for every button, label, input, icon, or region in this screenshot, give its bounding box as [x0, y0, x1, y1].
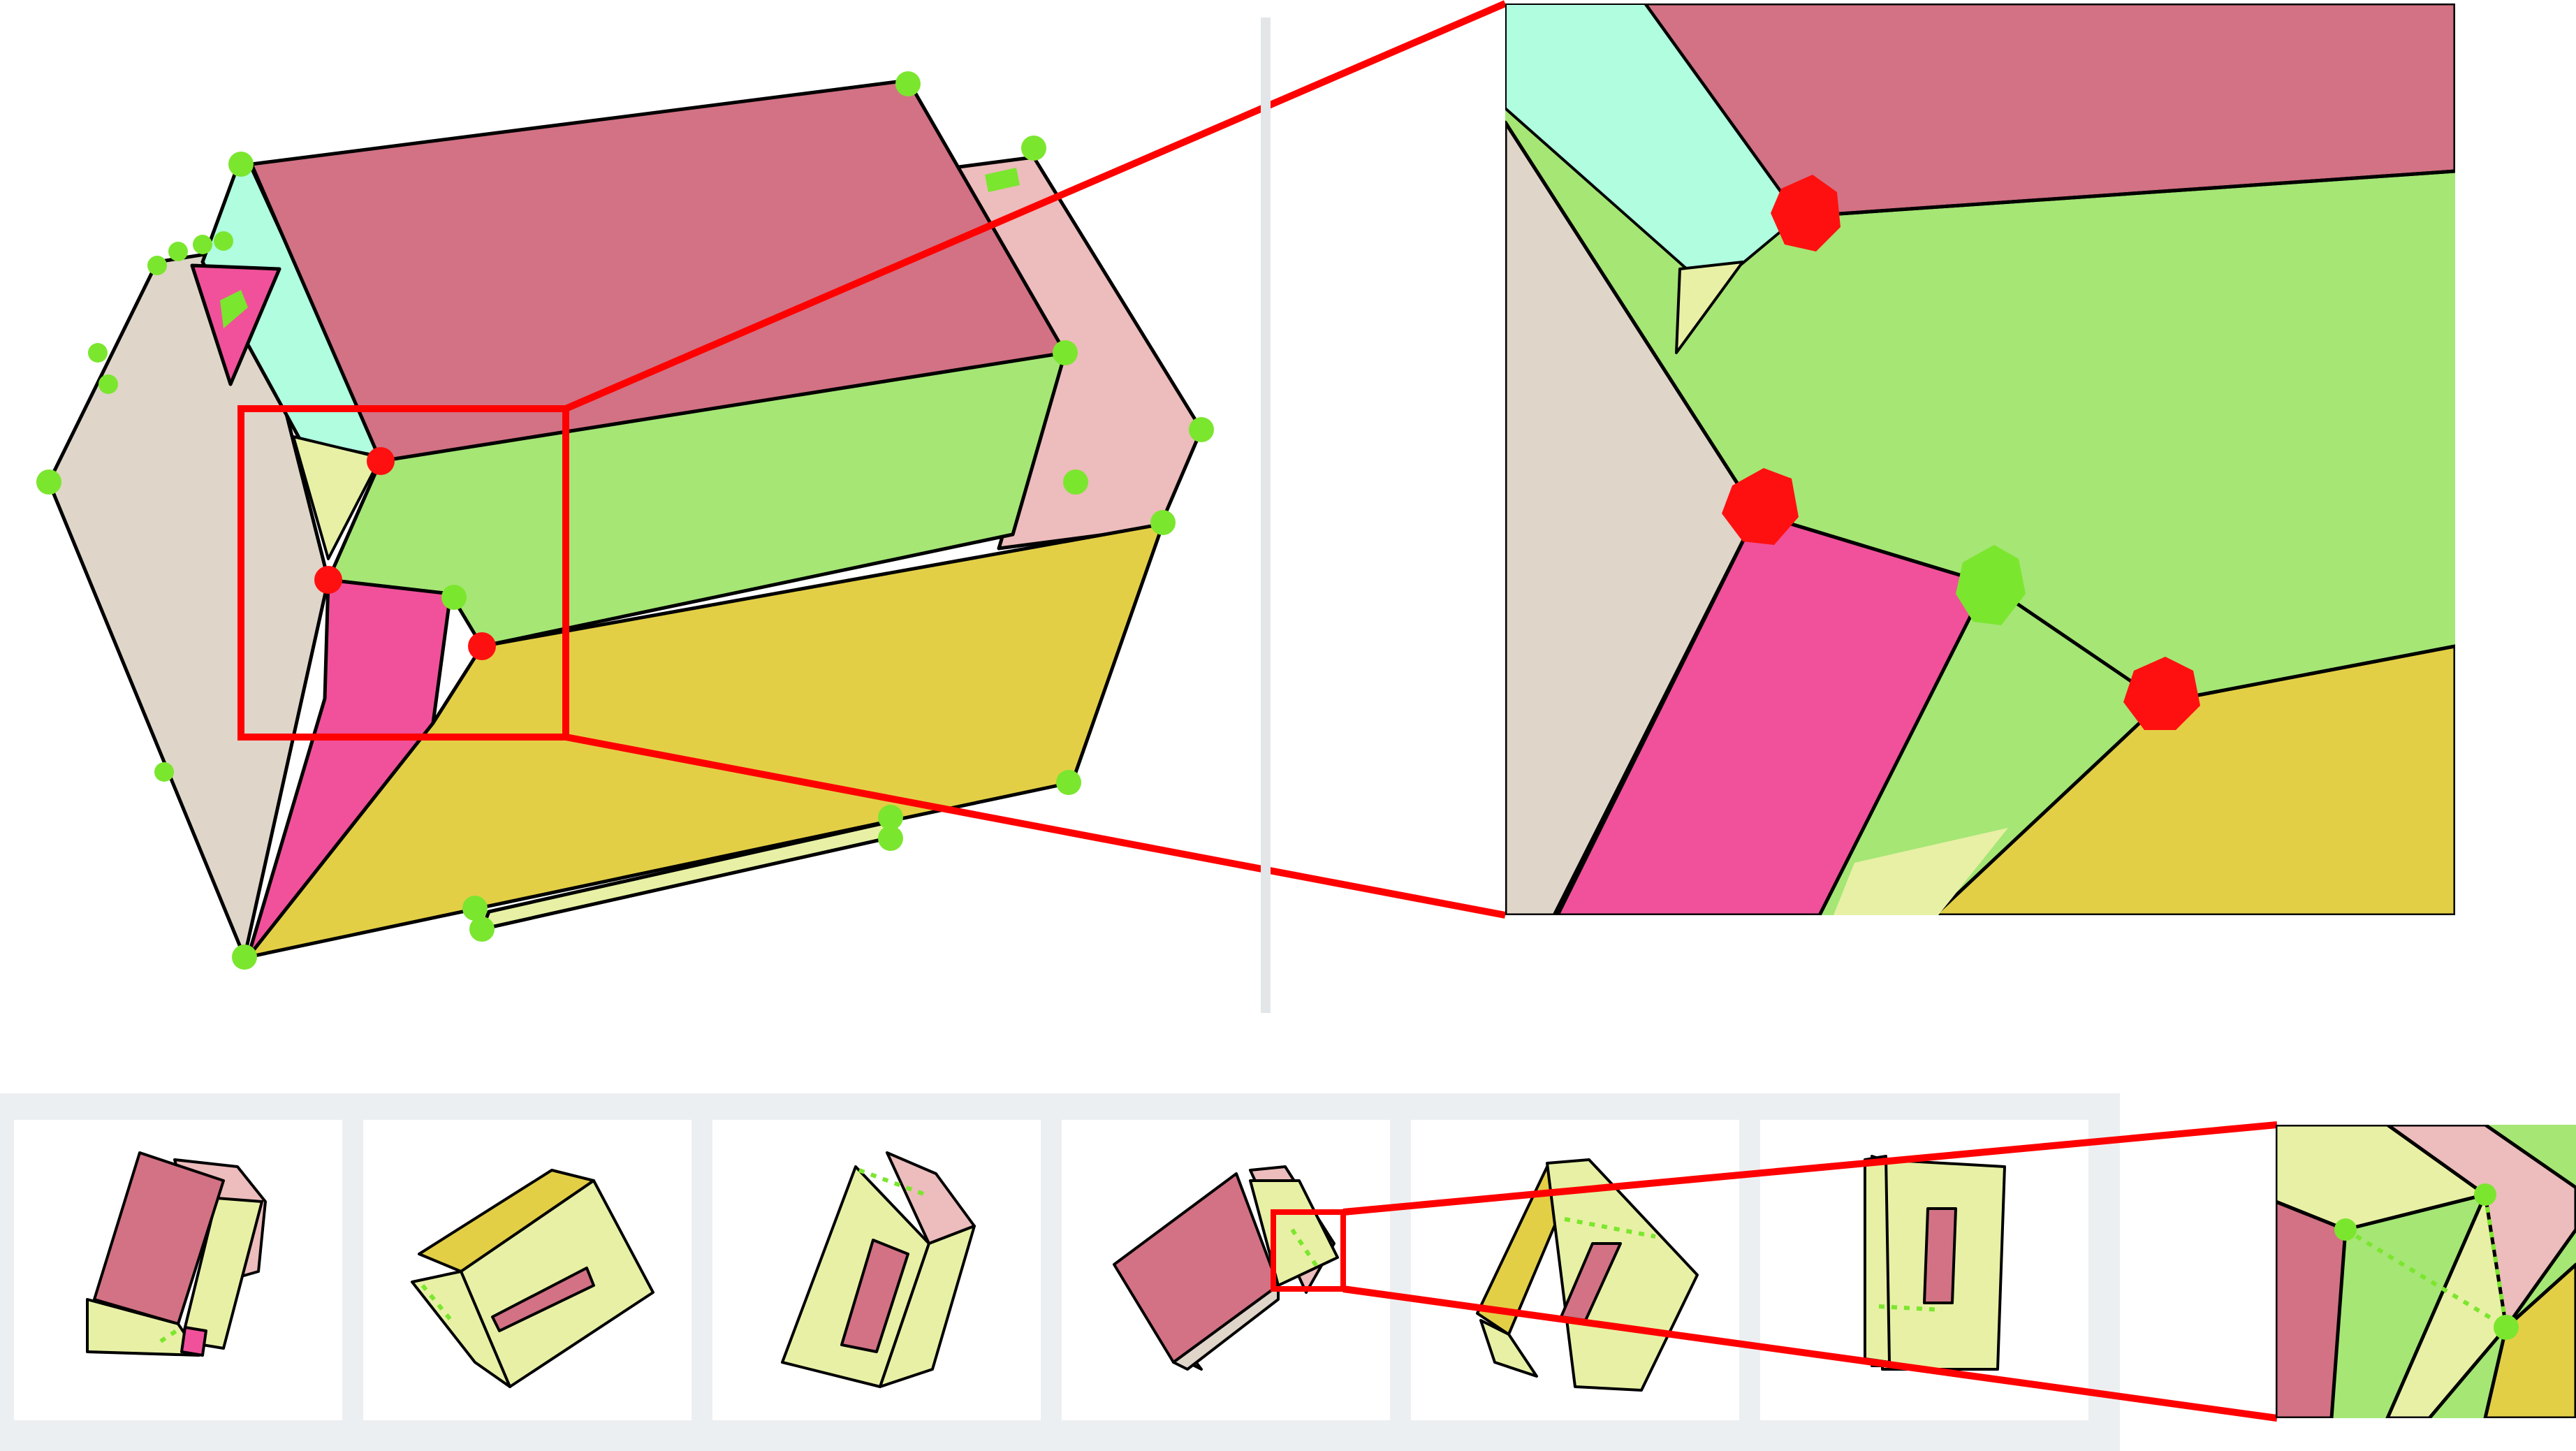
zoom-bad-vertex — [1722, 468, 1799, 545]
divider — [1261, 17, 1271, 1013]
good-vertices — [36, 71, 1214, 970]
good-vertex — [232, 945, 257, 970]
bad-vertex — [367, 447, 395, 475]
good-vertex — [214, 231, 233, 251]
main-render — [36, 71, 1214, 970]
good-vertex — [1150, 510, 1176, 535]
good-vertex — [469, 917, 495, 942]
zoom-region-box — [237, 405, 569, 741]
zoom-face-pale — [1675, 261, 1744, 354]
zoom-panel — [1505, 3, 2455, 915]
good-vertex — [895, 71, 921, 96]
good-vertex — [1021, 136, 1046, 161]
thumbnail-view-5 — [1411, 1120, 1739, 1420]
good-vertex — [88, 343, 108, 363]
good-vertex — [878, 805, 903, 830]
thumbnail-view-6 — [1760, 1120, 2088, 1420]
good-vertex — [193, 235, 212, 254]
zoom-edge — [2161, 644, 2455, 704]
good-vertex — [1189, 417, 1214, 442]
face-lower — [246, 522, 1165, 959]
good-vertex — [1056, 770, 1081, 795]
patch-green-a — [220, 290, 248, 328]
thumbnail-view-1 — [14, 1120, 342, 1420]
bad-vertex — [468, 632, 496, 660]
face-pink — [246, 578, 453, 959]
bad-vertices — [314, 447, 496, 660]
good-vertex — [154, 762, 174, 782]
small-zoom-good-vertex — [2474, 1183, 2496, 1206]
zoom-edge — [1798, 169, 2455, 219]
good-vertex — [168, 242, 188, 261]
zoom-bad-vertex — [1771, 175, 1840, 251]
thumbnail-view-4 — [1062, 1120, 1390, 1420]
callout-small-bottom — [1342, 1285, 2278, 1422]
good-vertex — [98, 374, 118, 394]
callout-small-top — [1342, 1121, 2278, 1216]
callout-line-bottom — [565, 734, 1506, 919]
thumbnail-zoom-box — [1271, 1209, 1346, 1292]
face-pink-small — [190, 263, 281, 386]
face-pale-wedge — [292, 435, 382, 560]
callout-line-top — [564, 0, 1507, 412]
good-vertex — [1063, 469, 1088, 495]
zoom-bad-vertex — [2123, 657, 2200, 730]
zoom-face-pale-bottom — [1834, 828, 2008, 915]
small-zoom-panel — [2276, 1125, 2576, 1418]
good-vertex — [228, 152, 254, 177]
zoom-good-vertex — [1956, 545, 2026, 625]
zoom-edge — [1756, 511, 1988, 585]
good-vertex — [441, 585, 467, 610]
small-zoom-good-vertex — [2334, 1218, 2357, 1241]
bad-vertex — [314, 566, 342, 594]
zoom-edge — [1505, 121, 1759, 515]
patch-green-b — [985, 168, 1020, 192]
good-vertex — [878, 826, 903, 851]
good-vertex — [36, 469, 61, 495]
thumbnail-view-2 — [363, 1120, 691, 1420]
good-vertex — [147, 256, 167, 275]
good-vertex — [1053, 340, 1078, 365]
thumbnail-view-3 — [712, 1120, 1041, 1420]
good-vertex — [462, 896, 488, 921]
small-zoom-good-vertex — [2494, 1315, 2519, 1340]
